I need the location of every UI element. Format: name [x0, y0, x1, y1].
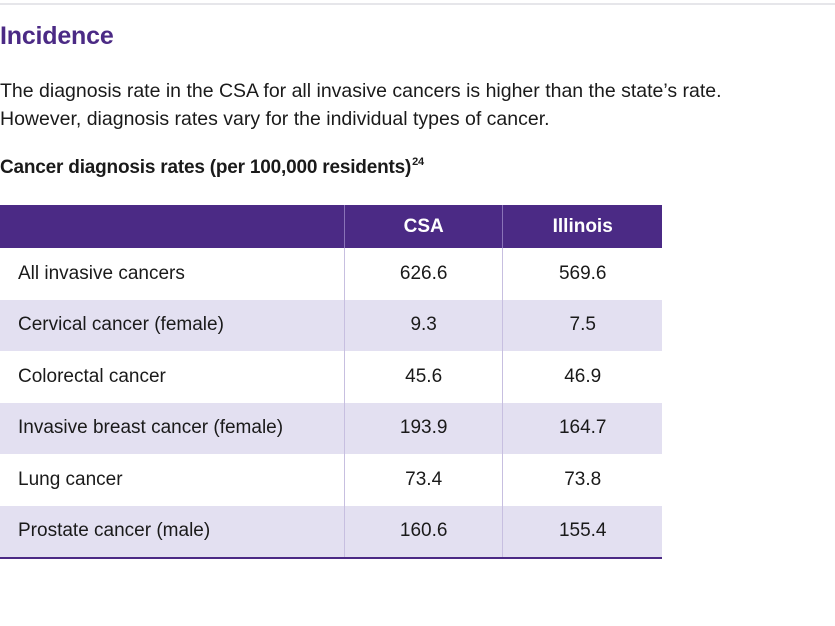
table-row: Colorectal cancer 45.6 46.9: [0, 351, 662, 403]
row-label: Prostate cancer (male): [0, 505, 345, 558]
row-csa-value: 45.6: [343, 351, 503, 403]
row-label: Colorectal cancer: [18, 365, 166, 387]
row-illinois-value: 569.6: [502, 248, 662, 300]
table-caption: Cancer diagnosis rates (per 100,000 resi…: [0, 156, 424, 179]
footnote-reference: 24: [412, 156, 424, 168]
table-row: Prostate cancer (male) 160.6 155.4: [0, 505, 662, 558]
row-label: Invasive breast cancer (female): [0, 402, 345, 454]
row-csa-value: 9.3: [343, 299, 503, 351]
header-cell-illinois: Illinois: [502, 205, 662, 248]
header-cell-label: [0, 205, 345, 248]
table-row: Cervical cancer (female) 9.3 7.5: [0, 299, 662, 351]
table-row: Lung cancer 73.4 73.8: [0, 454, 662, 506]
row-label: Cervical cancer (female): [0, 299, 345, 351]
row-illinois-value: 7.5: [502, 299, 662, 351]
table-caption-text: Cancer diagnosis rates (per 100,000 resi…: [0, 157, 412, 178]
top-divider: [0, 3, 835, 5]
row-illinois-value: 155.4: [502, 505, 662, 558]
row-csa-value: 193.9: [343, 402, 503, 454]
row-csa-value: 626.6: [343, 248, 503, 300]
row-csa-value: 160.6: [343, 505, 503, 558]
header-cell-csa: CSA: [343, 205, 503, 248]
row-illinois-value: 164.7: [502, 402, 662, 454]
row-illinois-value: 73.8: [502, 454, 662, 506]
row-csa-value: 73.4: [343, 454, 503, 506]
row-label: Lung cancer: [18, 468, 123, 490]
intro-paragraph: The diagnosis rate in the CSA for all in…: [0, 80, 722, 130]
row-label: All invasive cancers: [18, 262, 185, 284]
cancer-rates-table: CSA Illinois All invasive cancers 626.6 …: [0, 205, 662, 559]
section-heading: Incidence: [0, 22, 114, 50]
table-header-row: CSA Illinois: [0, 205, 662, 248]
table-row: All invasive cancers 626.6 569.6: [0, 248, 662, 300]
table-row: Invasive breast cancer (female) 193.9 16…: [0, 402, 662, 454]
row-illinois-value: 46.9: [502, 351, 662, 403]
